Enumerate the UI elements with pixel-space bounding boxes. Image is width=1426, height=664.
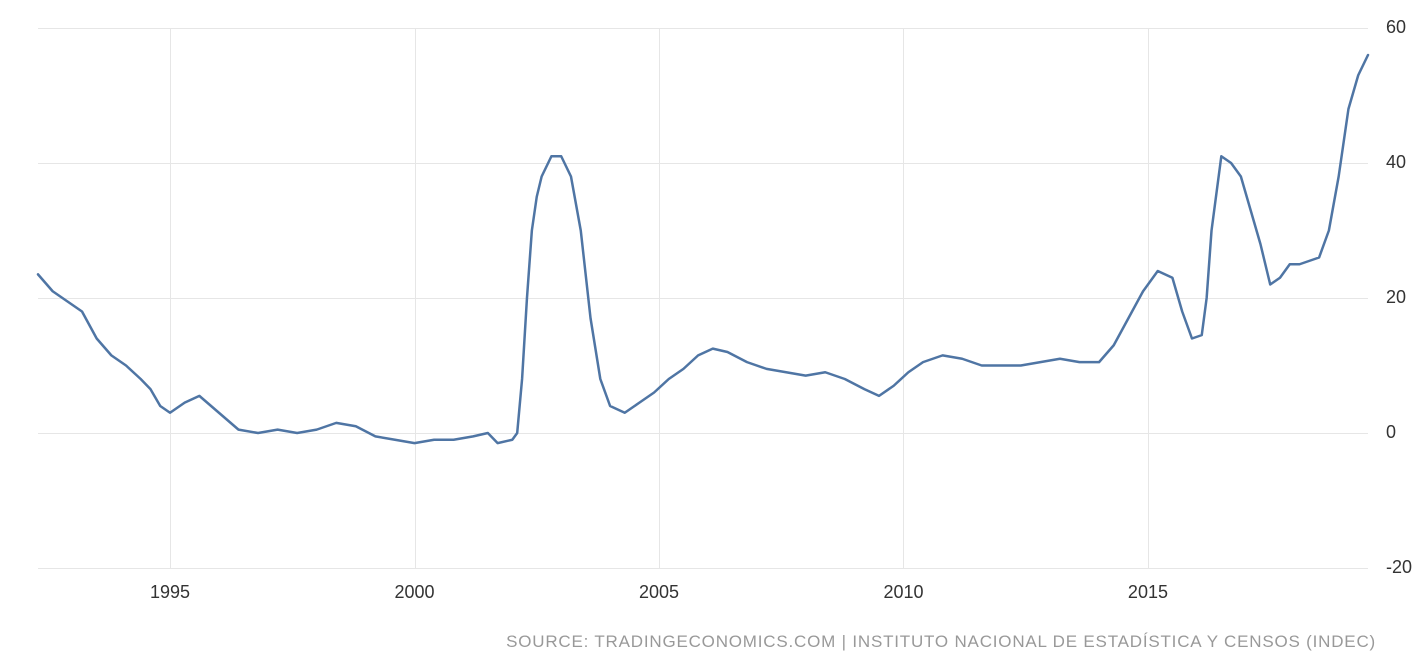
data-line: [38, 55, 1368, 443]
chart-container: -200204060 19952000200520102015 SOURCE: …: [0, 0, 1426, 664]
chart-svg: [0, 0, 1426, 664]
source-attribution: SOURCE: TRADINGECONOMICS.COM | INSTITUTO…: [506, 632, 1376, 652]
